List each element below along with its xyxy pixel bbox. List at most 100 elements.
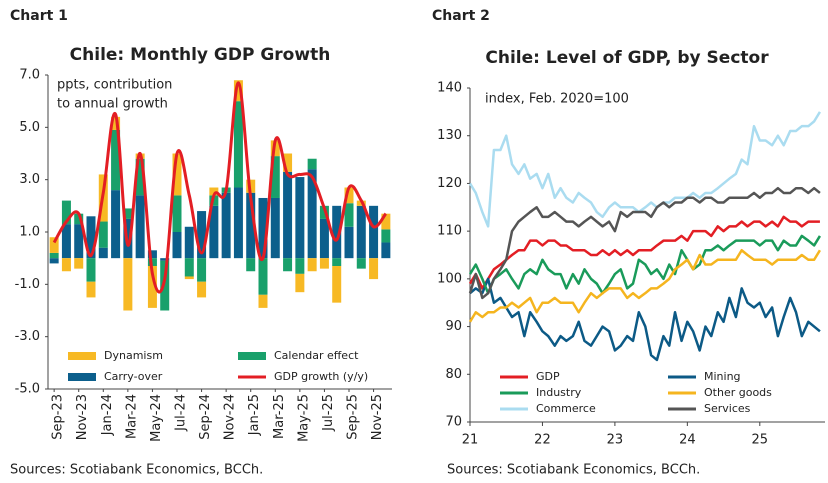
- source: Sources: Scotiabank Economics, BCCh.: [447, 463, 700, 478]
- y-tick-label: 140: [437, 81, 462, 96]
- x-tick-label: Nov-25: [370, 394, 385, 440]
- legend-label: Commerce: [536, 402, 596, 415]
- bar: [147, 250, 157, 259]
- line: [469, 277, 821, 362]
- bar: [295, 258, 305, 274]
- chart-label: Chart 2: [432, 8, 490, 24]
- x-tick-label: Jul-24: [174, 394, 189, 432]
- bar: [233, 187, 243, 259]
- bar: [295, 273, 305, 293]
- bar: [172, 232, 182, 259]
- y-tick-label: 110: [437, 224, 462, 239]
- bar: [98, 247, 108, 259]
- bar: [197, 258, 207, 282]
- bar: [381, 242, 391, 259]
- bar: [86, 258, 96, 282]
- bar: [381, 213, 391, 230]
- bar: [233, 101, 243, 188]
- legend-label: Carry-over: [104, 370, 163, 383]
- bar: [344, 187, 354, 204]
- line: [468, 215, 820, 290]
- legend-label: Calendar effect: [274, 349, 359, 362]
- bar: [246, 192, 256, 259]
- bar: [98, 221, 108, 248]
- bar: [319, 258, 329, 269]
- x-tick-label: 23: [607, 433, 624, 448]
- x-tick-label: 21: [462, 433, 479, 448]
- bar: [221, 192, 231, 259]
- legend-swatch: [68, 352, 96, 360]
- y-tick-label: -3.0: [15, 329, 40, 344]
- bar: [86, 281, 96, 298]
- x-tick-label: Mar-25: [272, 394, 287, 439]
- y-tick-label: 130: [437, 128, 462, 143]
- y-tick-label: 80: [445, 367, 462, 382]
- x-tick-label: May-25: [296, 394, 311, 442]
- line: [468, 234, 821, 295]
- bar: [332, 205, 342, 259]
- bar: [258, 197, 268, 259]
- bar: [111, 129, 121, 191]
- x-tick-label: 22: [534, 433, 551, 448]
- legend-label: GDP: [536, 370, 560, 383]
- source: Sources: Scotiabank Economics, BCCh.: [10, 463, 263, 478]
- y-tick-label: -1.0: [15, 277, 40, 292]
- bar: [356, 258, 366, 269]
- chart-title: Chile: Monthly GDP Growth: [70, 45, 331, 65]
- y-tick-label: 120: [437, 176, 462, 191]
- bar: [258, 258, 268, 295]
- bar: [61, 258, 71, 272]
- bar: [307, 258, 317, 272]
- bar: [246, 258, 256, 272]
- bar: [135, 158, 145, 196]
- x-tick-label: 24: [679, 433, 696, 448]
- bar: [197, 211, 207, 259]
- bar: [283, 171, 293, 259]
- line: [468, 111, 821, 228]
- bar: [160, 258, 170, 261]
- legend-label: Dynamism: [104, 349, 163, 362]
- legend-swatch: [68, 373, 96, 381]
- bar: [319, 218, 329, 259]
- bar: [369, 258, 379, 280]
- bar: [356, 205, 366, 259]
- x-tick-label: Mar-24: [124, 394, 139, 439]
- annotation: index, Feb. 2020=100: [485, 92, 629, 107]
- bar: [49, 237, 59, 253]
- bar: [283, 258, 293, 272]
- bar: [270, 156, 280, 198]
- legend-label: Mining: [704, 370, 741, 383]
- y-tick-label: 70: [445, 415, 462, 430]
- bar: [344, 203, 354, 227]
- y-tick-label: 1.0: [19, 225, 40, 240]
- legend-label: Other goods: [704, 386, 772, 399]
- bar: [184, 258, 194, 277]
- line: [468, 248, 821, 323]
- bar: [49, 258, 59, 264]
- bar: [147, 258, 157, 267]
- x-tick-label: Nov-23: [75, 394, 90, 440]
- bar: [74, 258, 84, 269]
- y-tick-label: 5.0: [19, 120, 40, 135]
- bar: [86, 216, 96, 259]
- y-tick-label: -5.0: [15, 382, 40, 397]
- bar: [233, 80, 243, 102]
- bar: [197, 281, 207, 298]
- bar: [381, 229, 391, 243]
- chart-label: Chart 1: [10, 8, 68, 24]
- x-tick-label: Nov-24: [223, 394, 238, 440]
- line: [468, 186, 821, 300]
- bar: [184, 226, 194, 259]
- bar: [74, 224, 84, 259]
- bar: [61, 224, 71, 259]
- y-tick-label: 7.0: [19, 68, 40, 83]
- x-tick-label: Sep-25: [346, 394, 361, 440]
- bar: [123, 208, 133, 219]
- bar: [49, 252, 59, 259]
- bar: [332, 266, 342, 303]
- bar: [172, 195, 182, 232]
- legend-label: Services: [704, 402, 751, 415]
- x-tick-label: Jul-25: [321, 394, 336, 432]
- bar: [147, 266, 157, 308]
- annotation: to annual growth: [57, 97, 168, 112]
